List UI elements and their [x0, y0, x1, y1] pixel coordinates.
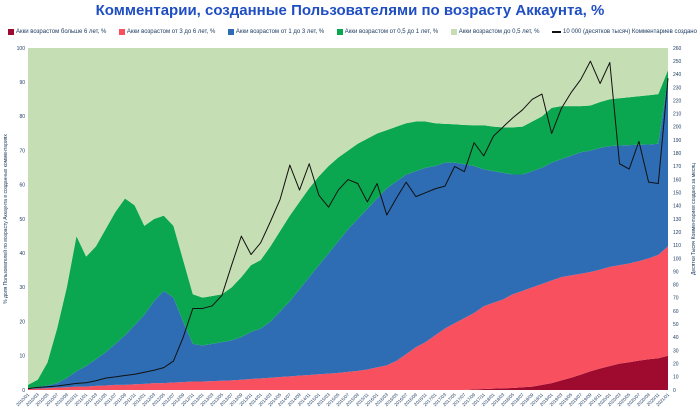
- area-series-0: [28, 355, 668, 390]
- y-right-tick: 90: [673, 269, 679, 275]
- legend-label: Акки возрастом больше 6 лет, %: [16, 29, 107, 35]
- chart-title: Комментарии, созданные Пользователями по…: [95, 2, 605, 19]
- legend-label: Акки возрастом до 0,5 лет, %: [458, 29, 540, 35]
- legend-swatch: [118, 29, 125, 35]
- legend-item-5: 10 000 (десятков тысяч) Комментариев соз…: [552, 29, 697, 35]
- comments-line: [27, 60, 669, 390]
- legend-swatch: [336, 29, 343, 35]
- y-right-tick: 70: [673, 296, 679, 302]
- x-axis-labels: 2010/012010/032010/052010/072010/092010/…: [15, 392, 670, 407]
- legend-label: Акки возрастом от 1 до 3 лет, %: [235, 29, 325, 35]
- y-axis-right: 0 10 20 30 40 50 60 70 80 90 100 110 120 130 140 150 160…: [673, 46, 682, 394]
- y-axis-left: 0 10 20 30 40 50 60 70 80 90 100: [17, 46, 26, 394]
- y-right-tick: 40: [673, 335, 679, 341]
- y-left-tick: 100: [17, 46, 26, 52]
- y-left-tick: 30: [19, 285, 25, 291]
- y-right-tick: 10: [673, 375, 679, 381]
- area-series-4: [28, 48, 668, 385]
- y-right-tick: 150: [673, 190, 682, 196]
- y-left-tick: 80: [19, 114, 25, 120]
- legend-label: Акки возрастом от 3 до 6 лет, %: [126, 29, 216, 35]
- area-series-1: [28, 246, 668, 390]
- y-right-tick: 250: [673, 59, 682, 65]
- area-series-3: [28, 70, 668, 388]
- y-right-tick: 120: [673, 230, 682, 236]
- y-right-tick: 260: [673, 46, 682, 52]
- y-right-tick: 0: [673, 388, 676, 394]
- y-right-tick: 50: [673, 322, 679, 328]
- y-right-tick: 20: [673, 361, 679, 367]
- legend-item-2: Акки возрастом от 1 до 3 лет, %: [227, 29, 325, 35]
- legend-label: 10 000 (десятков тысяч) Комментариев соз…: [563, 29, 697, 35]
- y-right-tick: 200: [673, 125, 682, 131]
- y-right-tick: 60: [673, 309, 679, 315]
- y-right-tick: 180: [673, 151, 682, 157]
- y-right-tick: 240: [673, 72, 682, 78]
- y-right-tick: 100: [673, 256, 682, 262]
- y-left-tick: 50: [19, 217, 25, 223]
- y-right-tick: 230: [673, 85, 682, 91]
- legend-label: Акки возрастом от 0,5 до 1 лет, %: [344, 29, 439, 35]
- legend-swatch: [227, 29, 234, 35]
- y-left-tick: 90: [19, 80, 25, 86]
- chart-legend: Акки возрастом больше 6 лет, % Акки возра…: [8, 29, 697, 35]
- y-right-tick: 110: [673, 243, 681, 249]
- legend-item-0: Акки возрастом больше 6 лет, %: [8, 29, 106, 35]
- y-left-tick: 40: [19, 251, 25, 257]
- y-left-tick: 0: [22, 388, 25, 394]
- legend-item-3: Акки возрастом от 0,5 до 1 лет, %: [336, 29, 439, 35]
- legend-line-marker: [552, 31, 562, 33]
- y-right-tick: 160: [673, 177, 682, 183]
- y-left-tick: 60: [19, 183, 25, 189]
- y-right-tick: 170: [673, 164, 682, 170]
- legend-swatch: [8, 29, 14, 35]
- area-series-2: [28, 78, 668, 389]
- legend-swatch: [450, 29, 457, 35]
- y-right-axis-title: Десятки Тысяч Комментариев создано за ме…: [691, 163, 697, 275]
- y-right-tick: 130: [673, 217, 682, 223]
- y-left-tick: 20: [19, 319, 25, 325]
- y-right-tick: 30: [673, 348, 679, 354]
- y-right-tick: 210: [673, 112, 682, 118]
- y-left-tick: 10: [19, 354, 25, 360]
- legend-item-4: Акки возрастом до 0,5 лет, %: [450, 29, 540, 35]
- y-right-tick: 220: [673, 98, 682, 104]
- y-left-axis-title: % доля Пользователей по возрасту Аккаунт…: [2, 134, 9, 304]
- y-left-tick: 70: [19, 148, 25, 154]
- y-right-tick: 80: [673, 283, 679, 289]
- stacked-areas: [28, 48, 668, 390]
- y-right-tick: 140: [673, 204, 682, 210]
- legend-item-1: Акки возрастом от 3 до 6 лет, %: [118, 29, 216, 35]
- y-right-tick: 190: [673, 138, 682, 144]
